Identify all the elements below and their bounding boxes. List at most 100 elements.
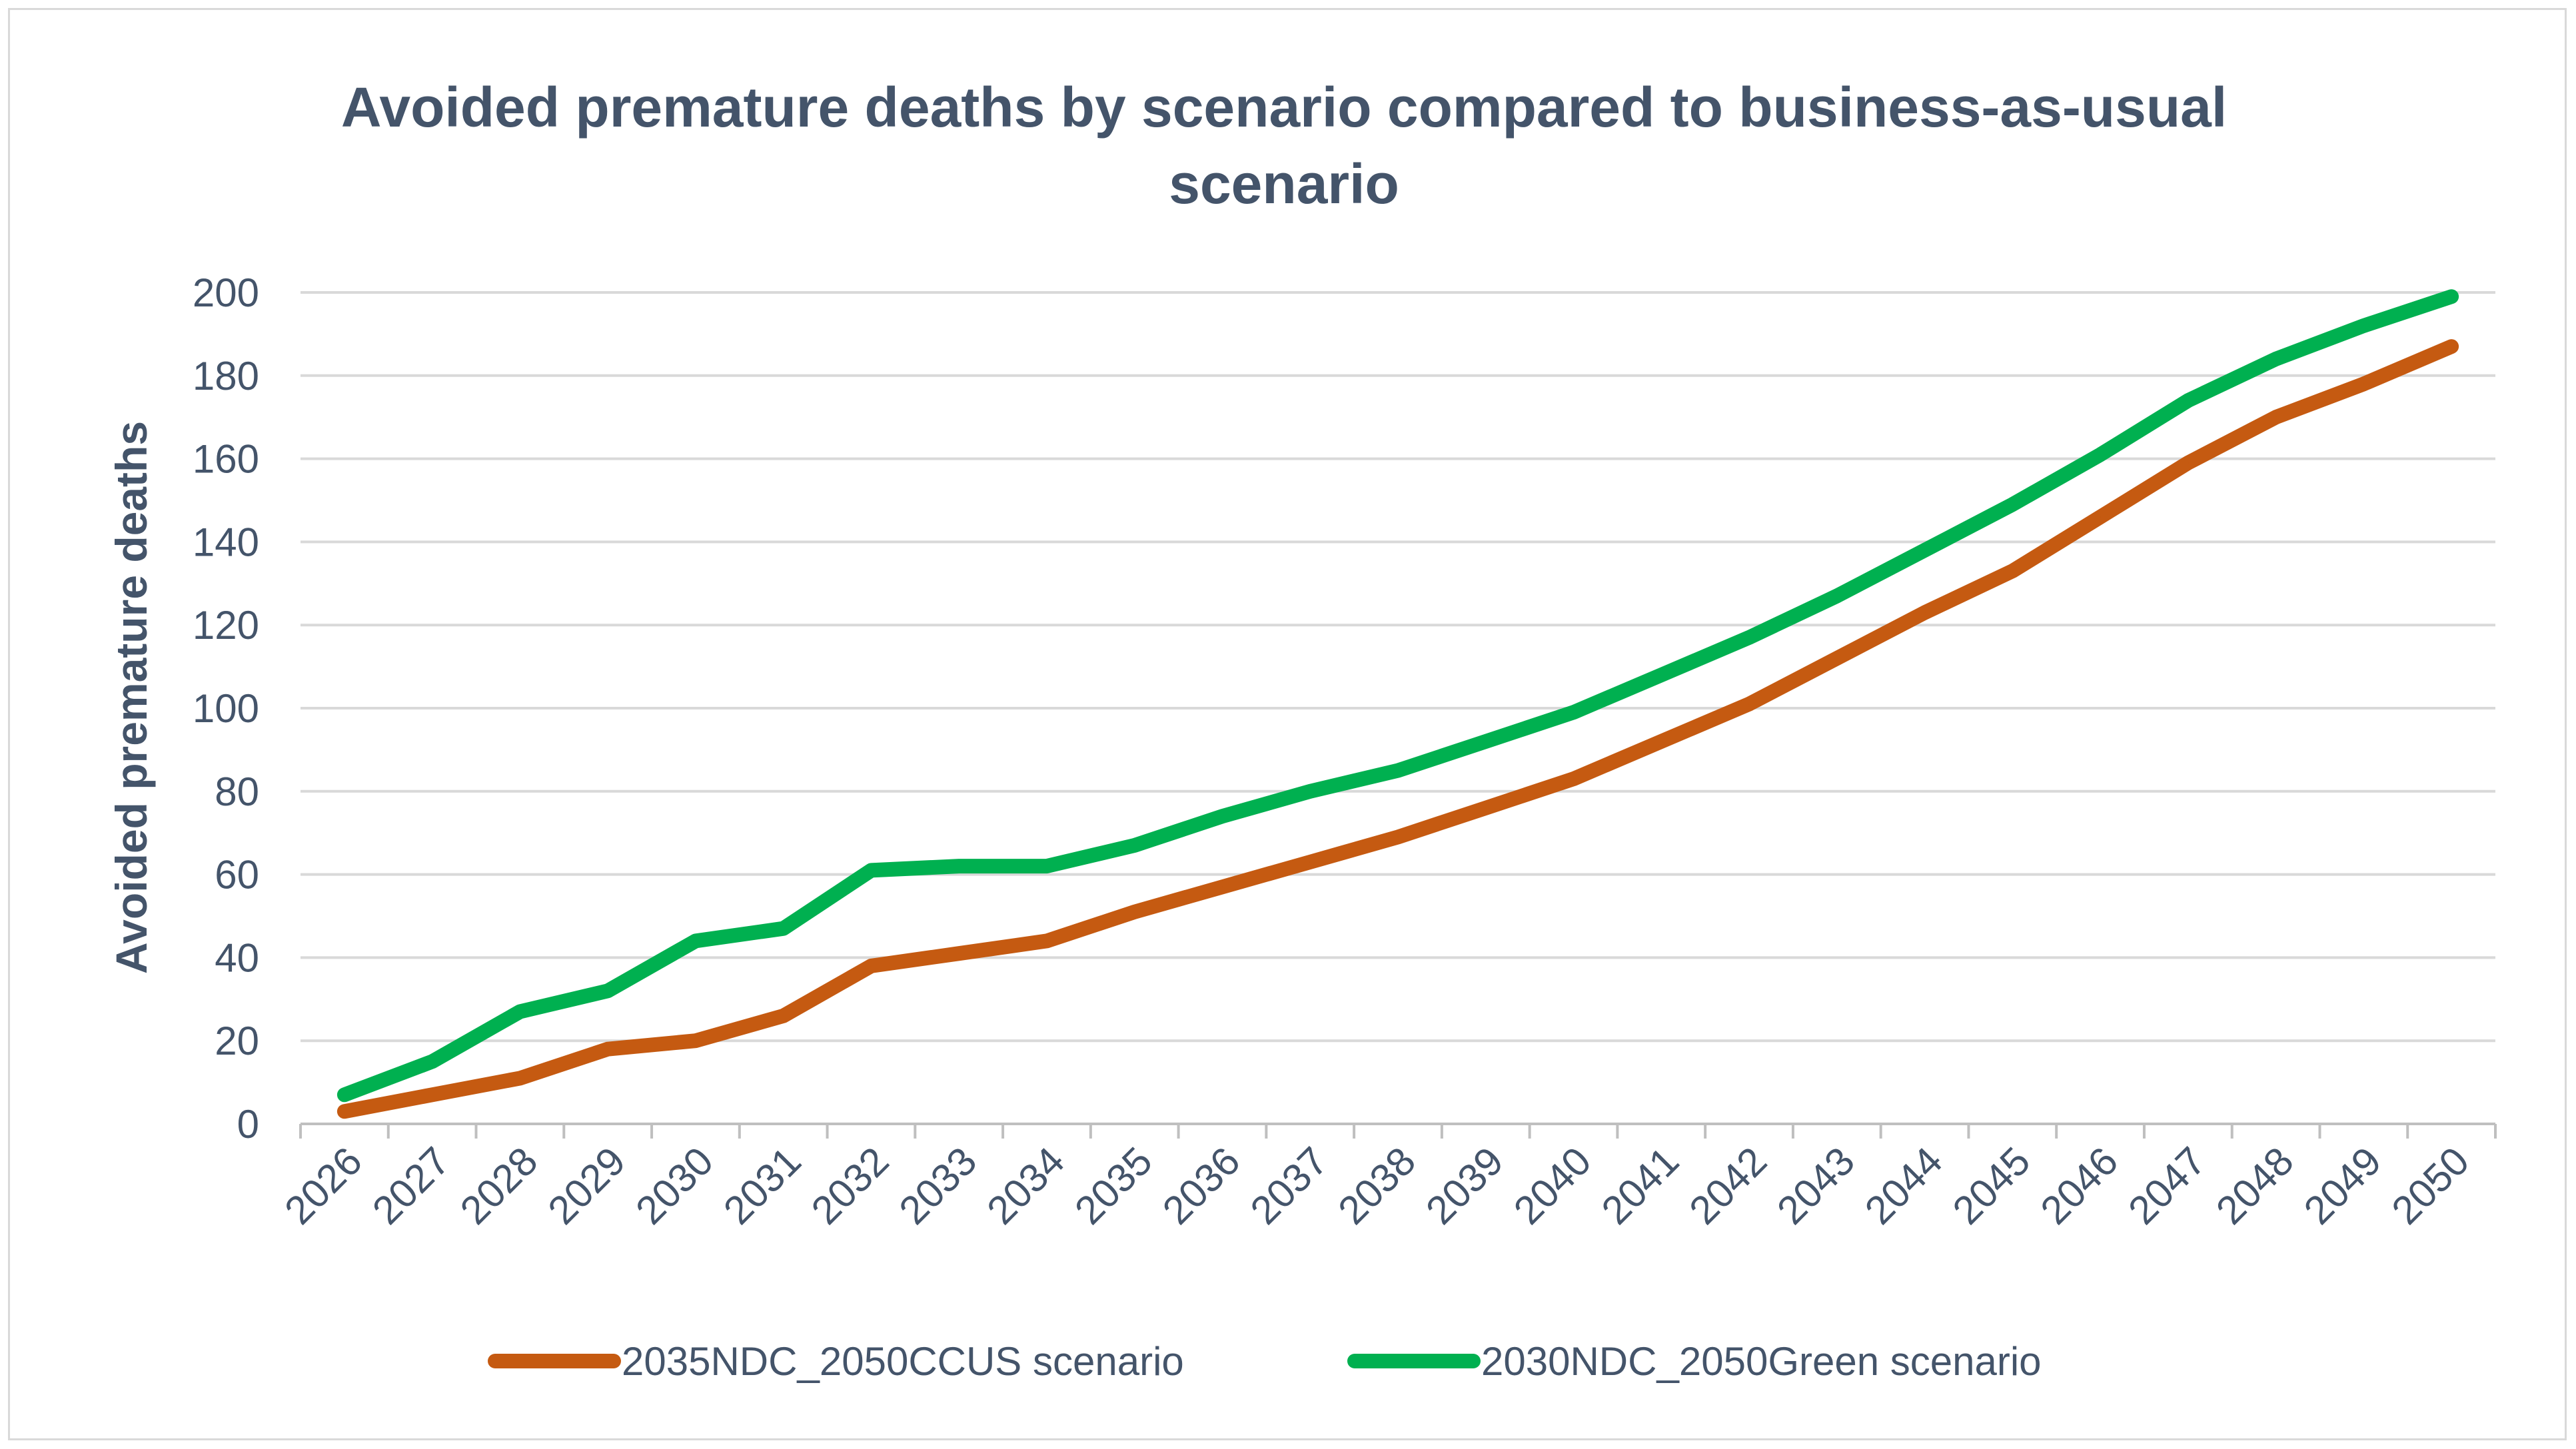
series-1-point xyxy=(1485,807,1487,809)
series-2-point xyxy=(2012,504,2014,506)
y-tick-label: 120 xyxy=(193,603,259,648)
y-axis-label: Avoided premature deaths xyxy=(107,421,156,974)
y-tick-label: 80 xyxy=(215,769,259,814)
x-axis-ticks: 2026202720282029203020312032203320342035… xyxy=(276,1139,2477,1233)
series-2-point xyxy=(2275,358,2277,360)
series-2-point xyxy=(2100,454,2102,456)
y-tick-label: 140 xyxy=(193,520,259,564)
y-tick-label: 20 xyxy=(215,1019,259,1063)
series-2-point xyxy=(1573,712,1575,714)
legend-label: 2030NDC_2050Green scenario xyxy=(1481,1339,2042,1384)
series-1-point xyxy=(2012,570,2014,572)
series-1-point xyxy=(431,1094,433,1096)
series-1-point xyxy=(1221,886,1223,888)
series-2-point xyxy=(2187,400,2189,402)
series-1-point xyxy=(1397,836,1399,838)
series-1-point xyxy=(2451,346,2453,348)
series-1-point xyxy=(1660,740,1662,742)
series-2-point xyxy=(1045,865,1047,867)
series-1-point xyxy=(519,1077,521,1079)
series-2-point xyxy=(1309,790,1311,792)
x-tick-label: 2034 xyxy=(978,1139,1073,1233)
x-tick-label: 2041 xyxy=(1593,1139,1688,1233)
series-1-point xyxy=(2100,516,2102,518)
series-2-point xyxy=(782,927,784,929)
series-2-point xyxy=(343,1094,345,1096)
legend-label: 2035NDC_2050CCUS scenario xyxy=(622,1339,1184,1384)
x-tick-label: 2035 xyxy=(1066,1139,1161,1233)
x-axis xyxy=(299,1123,2497,1139)
series-2-point xyxy=(1748,636,1750,638)
y-tick-label: 0 xyxy=(237,1102,259,1147)
series-1-point xyxy=(1045,940,1047,942)
series-1-point xyxy=(2363,383,2365,385)
series-1-point xyxy=(2275,416,2277,418)
series-line-1 xyxy=(336,339,2459,1119)
series-1-point xyxy=(1836,658,1838,660)
x-tick-label: 2033 xyxy=(891,1139,985,1233)
series-2-point xyxy=(1924,549,1926,551)
series-1-point xyxy=(958,953,960,955)
series-lines xyxy=(336,289,2459,1119)
series-1-point xyxy=(782,1015,784,1017)
series-1-point xyxy=(1573,778,1575,780)
line-chart: Avoided premature deaths by scenario com… xyxy=(107,76,2497,1384)
series-2-point xyxy=(2451,296,2453,298)
x-tick-label: 2032 xyxy=(803,1139,898,1233)
series-1-point xyxy=(1924,612,1926,614)
x-tick-label: 2042 xyxy=(1680,1139,1775,1233)
chart-title-line-2: scenario xyxy=(1169,153,1399,215)
series-2-point xyxy=(1221,815,1223,817)
series-1-point xyxy=(607,1048,609,1050)
series-1-point xyxy=(870,965,872,967)
series-1-point xyxy=(694,1040,696,1042)
gridlines xyxy=(301,291,2495,1043)
series-1-point xyxy=(1309,861,1311,863)
x-tick-label: 2040 xyxy=(1505,1139,1600,1233)
series-2-point xyxy=(870,869,872,871)
x-tick-label: 2046 xyxy=(2032,1139,2127,1233)
x-tick-label: 2036 xyxy=(1154,1139,1249,1233)
x-tick-label: 2043 xyxy=(1768,1139,1863,1233)
x-tick-label: 2031 xyxy=(715,1139,810,1233)
x-tick-label: 2045 xyxy=(1944,1139,2039,1233)
x-tick-label: 2047 xyxy=(2120,1139,2214,1233)
chart-title-line-1: Avoided premature deaths by scenario com… xyxy=(341,76,2227,139)
series-2-point xyxy=(1133,844,1135,846)
x-tick-label: 2048 xyxy=(2208,1139,2302,1233)
series-2-point xyxy=(519,1011,521,1013)
series-2-point xyxy=(431,1061,433,1063)
chart-frame: Avoided premature deaths by scenario com… xyxy=(8,8,2567,1440)
x-tick-label: 2029 xyxy=(540,1139,634,1233)
series-2-point xyxy=(1660,674,1662,676)
x-tick-label: 2049 xyxy=(2295,1139,2390,1233)
y-tick-label: 100 xyxy=(193,686,259,731)
series-1-point xyxy=(2187,462,2189,464)
x-tick-label: 2027 xyxy=(364,1139,458,1233)
y-tick-label: 60 xyxy=(215,853,259,897)
series-1-point xyxy=(343,1111,345,1113)
series-2-point xyxy=(1836,595,1838,597)
x-tick-label: 2038 xyxy=(1329,1139,1424,1233)
series-2-point xyxy=(607,990,609,992)
y-axis-ticks: 0 20 40 60 80 100 120 140 160 180 200 xyxy=(193,270,259,1147)
series-1-point xyxy=(1748,703,1750,705)
x-tick-label: 2044 xyxy=(1856,1139,1951,1233)
series-2-point xyxy=(1397,769,1399,771)
x-tick-label: 2028 xyxy=(452,1139,546,1233)
series-line-2 xyxy=(336,289,2459,1103)
x-tick-label: 2050 xyxy=(2383,1139,2478,1233)
series-2-point xyxy=(1485,740,1487,742)
y-tick-label: 160 xyxy=(193,437,259,482)
x-tick-label: 2026 xyxy=(276,1139,370,1233)
series-1-point xyxy=(1133,911,1135,913)
x-tick-label: 2037 xyxy=(1242,1139,1337,1233)
series-2-point xyxy=(2363,324,2365,326)
x-tick-label: 2030 xyxy=(627,1139,722,1233)
legend: 2035NDC_2050CCUS scenario 2030NDC_2050Gre… xyxy=(488,1339,2042,1384)
series-2-point xyxy=(694,940,696,942)
chart-title: Avoided premature deaths by scenario com… xyxy=(341,76,2227,215)
y-tick-label: 180 xyxy=(193,354,259,398)
x-tick-label: 2039 xyxy=(1417,1139,1512,1233)
y-tick-label: 40 xyxy=(215,935,259,980)
